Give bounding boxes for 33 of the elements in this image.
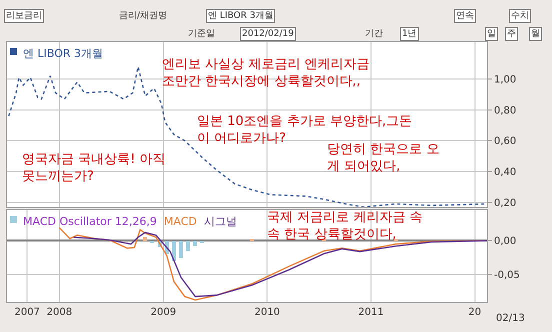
series-label: MACD <box>164 215 197 228</box>
x-tick-label: 2010 <box>254 307 280 318</box>
text: 엔 LIBOR 3개월 <box>208 11 274 21</box>
text: 월 <box>531 29 540 39</box>
text: 기간 <box>365 29 383 39</box>
legend-label: MACD Oscillator 12,26,9 <box>23 215 157 228</box>
text: 02/13 <box>496 313 525 324</box>
y-tick-label: 0,80 <box>494 105 516 116</box>
text: 일 <box>487 29 496 39</box>
x-tick-label: 20 <box>468 307 482 318</box>
annotation: 엔리보 사실상 제로금리 엔케리자금 조만간 한국시장에 상륙할것이다,, <box>162 57 370 89</box>
annotation: 영국자금 국내상륙! 아직 못느끼는가? <box>22 152 166 184</box>
y-tick-label: 0,20 <box>494 198 516 209</box>
x-tick-label: 2007 <box>14 307 40 318</box>
text: 리보금리 <box>6 11 42 21</box>
text: 2012/02/19 <box>242 29 294 39</box>
y-tick-label: -0,05 <box>494 270 520 282</box>
text: 연속 <box>456 11 474 21</box>
text: 기준일 <box>188 29 215 39</box>
annotation: 국제 저금리로 케리자금 속 속 한국 상륙할것이다, <box>267 210 422 242</box>
x-tick-label: 2009 <box>150 307 176 318</box>
y-tick-label: 0,60 <box>494 136 516 148</box>
y-tick-label: 0,40 <box>494 167 516 178</box>
legend-label: 엔 LIBOR 3개월 <box>23 47 104 60</box>
text: 1년 <box>402 29 417 39</box>
text: 시그널 <box>204 215 237 228</box>
text: 수치 <box>511 11 529 21</box>
x-tick-label: 2008 <box>46 307 72 318</box>
y-tick-label: 0,00 <box>494 236 516 248</box>
text: 주 <box>507 29 516 39</box>
x-tick-label: 2011 <box>358 307 384 318</box>
text: 금리/채권명 <box>119 11 168 21</box>
y-tick-label: 1,00 <box>494 74 516 86</box>
